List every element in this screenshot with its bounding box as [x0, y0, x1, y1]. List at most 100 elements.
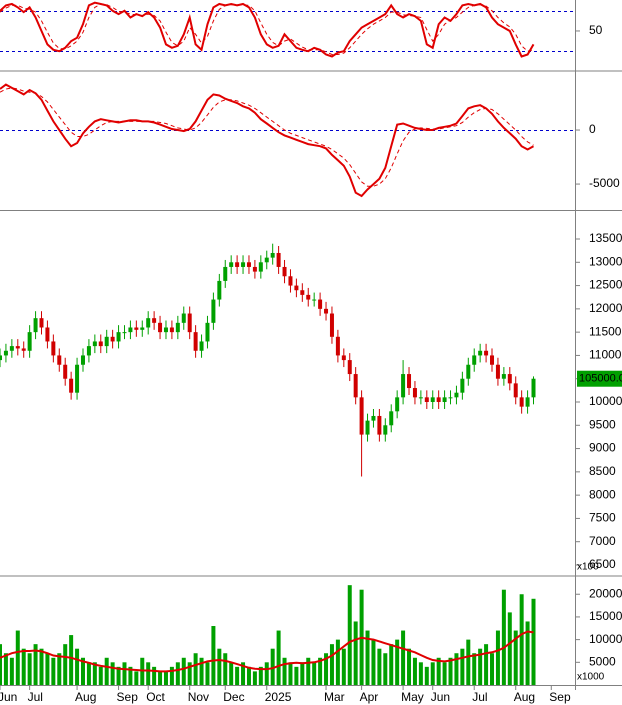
volume-bar	[104, 657, 109, 685]
last-price-box	[577, 370, 622, 387]
candle-body	[430, 397, 435, 402]
x-tick-label: Jun	[0, 690, 17, 704]
volume-bar	[69, 635, 74, 685]
volume-bar	[424, 666, 429, 685]
volume-bar	[9, 657, 14, 685]
indicator-line	[0, 83, 534, 198]
candle-body	[484, 350, 489, 356]
volume-bar	[407, 648, 412, 685]
volume-bar	[353, 621, 358, 685]
candle-body	[45, 327, 50, 342]
volume-bar	[175, 662, 180, 685]
candle-body	[383, 425, 388, 435]
x-tick-label: Apr	[360, 690, 379, 704]
volume-bar	[525, 621, 530, 685]
volume-bar	[460, 648, 465, 685]
volume-bar	[472, 653, 477, 685]
x-tick-label: Jul	[28, 690, 43, 704]
volume-bar	[15, 630, 20, 685]
volume-bar	[92, 662, 97, 685]
y-tick-label: 7500	[589, 511, 616, 525]
volume-bar	[401, 630, 406, 685]
volume-bar	[389, 644, 394, 685]
last-price-label: 105000.0	[579, 373, 622, 385]
volume-bar	[329, 644, 334, 685]
volume-bar	[246, 666, 251, 685]
volume-bar	[418, 662, 423, 685]
volume-bar	[341, 648, 346, 685]
volume-bar	[270, 648, 275, 685]
volume-bar	[116, 666, 121, 685]
y-tick-label: 10000	[589, 394, 622, 408]
y-tick-label: 11500	[589, 324, 622, 338]
candle-body	[33, 318, 38, 333]
candle-body	[229, 262, 234, 267]
candle-body	[318, 299, 323, 309]
candle-body	[0, 355, 2, 361]
volume-bar	[377, 648, 382, 685]
candle-body	[116, 332, 121, 342]
candle-body	[407, 374, 412, 389]
volume-bar	[86, 662, 91, 685]
volume-bar	[442, 662, 447, 685]
y-tick-label: 8500	[589, 464, 616, 478]
candle-body	[472, 355, 477, 365]
candle-body	[21, 348, 26, 351]
y-tick-label: 13000	[589, 254, 622, 268]
volume-bar	[45, 653, 50, 685]
x-tick-label: Aug	[514, 690, 535, 704]
y-tick-label: 12000	[589, 301, 622, 315]
candle-body	[501, 374, 506, 379]
volume-bar	[258, 666, 263, 685]
volume-bar	[75, 648, 80, 685]
volume-bar	[229, 662, 234, 685]
volume-bar	[365, 630, 370, 685]
candle-body	[324, 308, 329, 314]
volume-bar	[169, 666, 174, 685]
candle-body	[371, 415, 376, 421]
y-tick-label: 9500	[589, 417, 616, 431]
volume-bar	[490, 653, 495, 685]
candle-body	[187, 313, 192, 333]
volume-bar	[51, 657, 56, 685]
candle-body	[69, 378, 74, 393]
candle-body	[146, 318, 151, 328]
candle-body	[412, 388, 417, 398]
x-tick-label: Dec	[223, 690, 244, 704]
y-tick-label: -5000	[589, 176, 620, 190]
candle-body	[80, 355, 85, 365]
volume-bar	[205, 662, 210, 685]
candle-body	[92, 341, 97, 347]
volume-bar	[128, 666, 133, 685]
candle-body	[294, 285, 299, 291]
volume-bar	[513, 630, 518, 685]
candle-body	[15, 346, 20, 349]
volume-bar	[199, 657, 204, 685]
volume-bar	[306, 657, 311, 685]
volume-bar	[507, 612, 512, 685]
candle-body	[300, 290, 305, 295]
candle-body	[169, 327, 174, 333]
candle-body	[158, 322, 163, 333]
x-tick-label: Jun	[431, 690, 450, 704]
volume-bar	[152, 666, 157, 685]
volume-bar	[39, 648, 44, 685]
volume-bar	[264, 662, 269, 685]
candle-body	[181, 313, 186, 323]
volume-bar	[318, 657, 323, 685]
volume-bar	[324, 653, 329, 685]
candle-body	[252, 266, 257, 272]
volume-bar	[430, 662, 435, 685]
candle-body	[365, 420, 370, 435]
volume-bar	[448, 657, 453, 685]
volume-bar	[98, 666, 103, 685]
candle-body	[513, 383, 518, 398]
volume-bar	[80, 657, 85, 685]
x-tick-label: May	[401, 690, 424, 704]
candle-body	[507, 374, 512, 384]
candle-body	[258, 262, 263, 272]
y-tick-label: 8000	[589, 487, 616, 501]
volume-bar	[347, 585, 352, 685]
candle-body	[104, 336, 109, 347]
